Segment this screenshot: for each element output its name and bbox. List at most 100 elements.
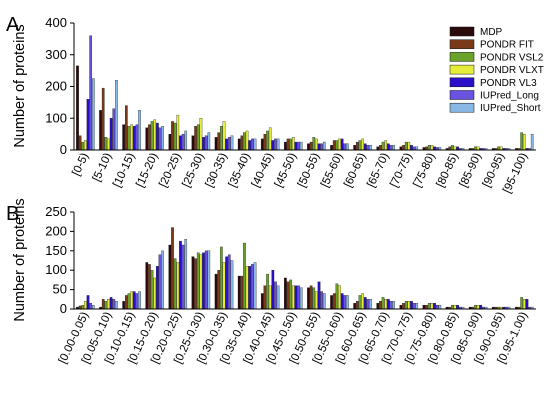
bar (125, 295, 128, 310)
y-tick-label: 300 (45, 47, 67, 62)
bar (332, 140, 336, 151)
bar (294, 285, 298, 310)
bar (130, 124, 133, 151)
bar (245, 266, 249, 310)
bar (286, 281, 290, 310)
bar (81, 141, 85, 151)
bar (402, 303, 405, 310)
bar (438, 304, 442, 310)
bar (322, 293, 326, 310)
bar (309, 285, 313, 310)
bar (148, 124, 151, 151)
bar (427, 145, 431, 151)
bar (260, 138, 264, 151)
bar (199, 254, 203, 310)
bar (366, 145, 370, 151)
bar (366, 299, 370, 310)
bar (353, 145, 357, 151)
bar (245, 130, 249, 151)
bar (104, 137, 108, 151)
y-tick-label: 200 (45, 79, 67, 94)
bar (407, 141, 411, 151)
bar (410, 301, 413, 310)
bar (263, 285, 267, 310)
bar (525, 299, 529, 310)
legend-swatch (449, 39, 475, 49)
bar (204, 135, 208, 151)
bar (132, 126, 136, 151)
bar (168, 133, 172, 151)
bar (76, 65, 79, 151)
bar (220, 126, 223, 151)
bar (335, 140, 339, 151)
bar (263, 133, 267, 151)
bar (456, 304, 459, 310)
bar (404, 301, 408, 310)
bar (404, 141, 408, 151)
bar (530, 133, 534, 151)
bar (107, 138, 110, 151)
bar (379, 301, 382, 310)
legend-swatch (449, 26, 475, 37)
bar (289, 279, 292, 310)
bar (389, 145, 393, 151)
bar (338, 285, 341, 310)
bar (222, 262, 226, 310)
bar (122, 301, 126, 310)
bar (332, 293, 336, 310)
bar (330, 145, 333, 151)
bar (315, 291, 318, 310)
bar (176, 262, 180, 310)
bar (322, 141, 326, 151)
bar (202, 137, 205, 151)
bar (99, 110, 102, 151)
legend-label: MDP (480, 27, 503, 38)
bar (476, 304, 480, 310)
bar (299, 287, 303, 310)
bar (240, 135, 244, 151)
bar (156, 266, 159, 310)
bar (260, 293, 264, 310)
bar (92, 304, 95, 310)
bar (109, 297, 113, 310)
bar (158, 127, 162, 151)
bar (291, 285, 295, 310)
bar (355, 301, 359, 310)
bar (122, 124, 126, 151)
bar (312, 287, 316, 310)
bar (173, 122, 177, 151)
bar (430, 145, 434, 151)
bar (294, 141, 298, 151)
bar (89, 35, 93, 151)
bar (127, 126, 131, 151)
bar (176, 114, 180, 151)
bar (251, 264, 254, 310)
bar (274, 138, 277, 151)
bar (214, 273, 218, 310)
bar (222, 121, 226, 151)
bar (237, 275, 241, 310)
bar (179, 135, 182, 151)
bar (353, 303, 357, 310)
bar (363, 297, 367, 310)
bar (284, 141, 287, 151)
bar (107, 299, 110, 310)
bar (384, 299, 388, 310)
bar (392, 301, 395, 310)
bar (317, 281, 321, 310)
bar (369, 299, 372, 310)
bar (317, 143, 321, 151)
bar (227, 137, 231, 151)
bar (268, 127, 272, 151)
bar (207, 132, 211, 151)
bar (86, 99, 90, 151)
bar (194, 126, 197, 151)
bar (112, 299, 116, 310)
bar (376, 303, 380, 310)
bar (320, 143, 324, 151)
bar (171, 227, 174, 310)
bar (199, 118, 203, 151)
bar (268, 285, 272, 310)
x-tick-label: [0-5) (70, 151, 91, 178)
